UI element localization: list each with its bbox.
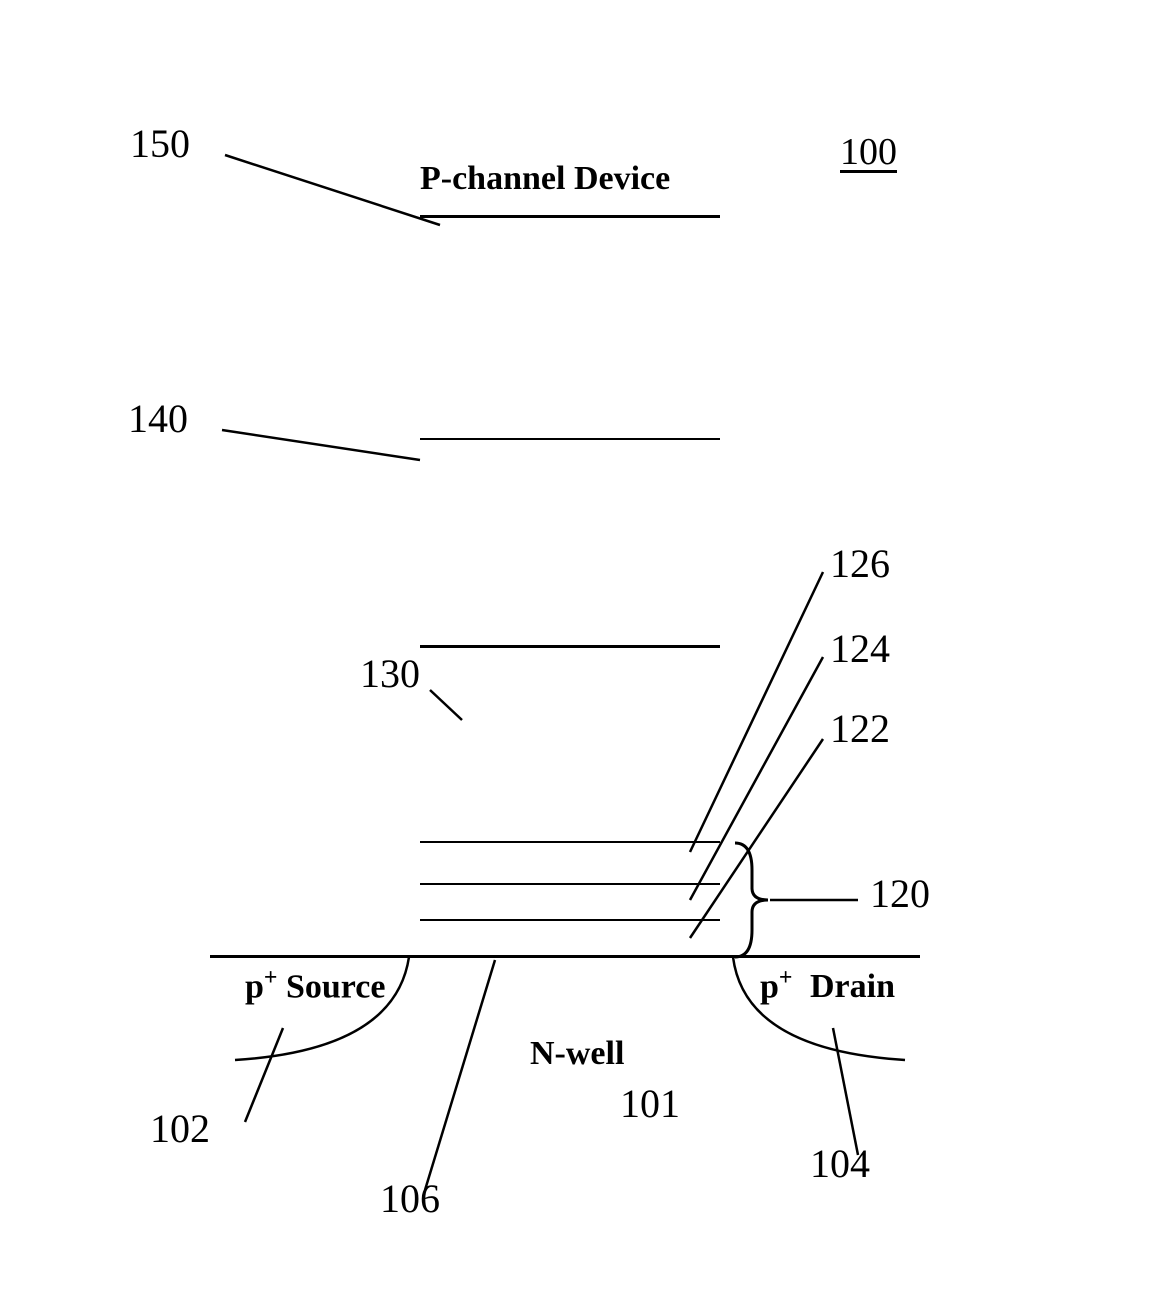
layer-150-top: [420, 215, 720, 218]
source-sup: +: [264, 965, 278, 991]
callout-104: 104: [810, 1140, 870, 1187]
layer-122: [420, 921, 720, 957]
layer-124: [420, 885, 720, 921]
layer-140: [420, 440, 720, 648]
diagram-title: P-channel Device: [420, 160, 670, 198]
source-prefix: p: [245, 968, 264, 1005]
callout-106: 106: [380, 1175, 440, 1222]
layer-126: [420, 843, 720, 885]
callout-126: 126: [830, 540, 890, 587]
substrate-line: [210, 955, 920, 958]
drain-prefix: p: [760, 968, 779, 1005]
callout-122: 122: [830, 705, 890, 752]
device-id-label: 100: [840, 130, 897, 174]
callout-130: 130: [360, 650, 420, 697]
drain-suffix: Drain: [801, 968, 895, 1005]
diagram-canvas: P-channel Device 100: [0, 0, 1149, 1302]
callout-140: 140: [128, 395, 188, 442]
callout-120: 120: [870, 870, 930, 917]
layer-150: [420, 215, 720, 440]
drain-sup: +: [779, 965, 793, 991]
callout-124: 124: [830, 625, 890, 672]
drain-label: p+ Drain: [760, 965, 895, 1006]
callout-101: 101: [620, 1080, 680, 1127]
callout-150: 150: [130, 120, 190, 167]
source-label: p+ Source: [245, 965, 385, 1006]
nwell-label: N-well: [530, 1035, 624, 1073]
callout-102: 102: [150, 1105, 210, 1152]
layer-130: [420, 648, 720, 843]
source-suffix: Source: [277, 968, 385, 1005]
